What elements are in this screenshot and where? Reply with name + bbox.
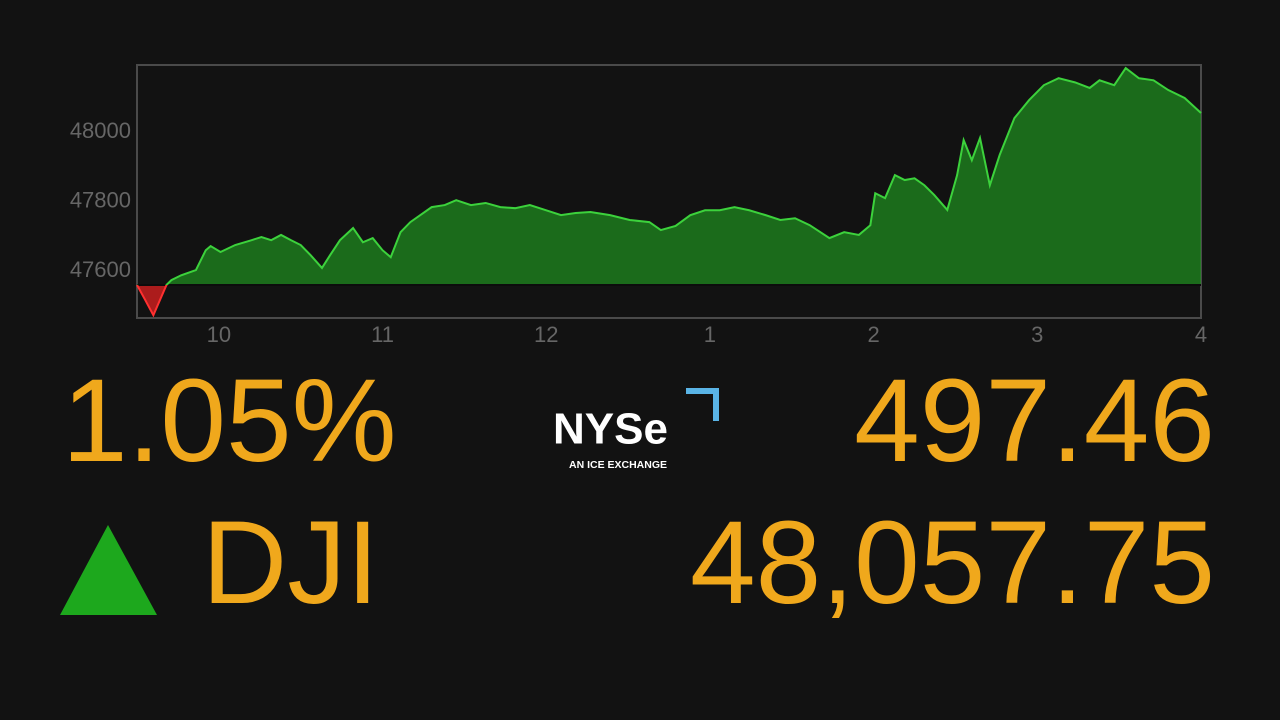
x-tick-label: 4	[1195, 322, 1207, 347]
x-tick-label: 10	[207, 322, 231, 347]
line-up	[137, 66, 1202, 285]
price: 48,057.75	[690, 497, 1215, 629]
logo-tagline: AN ICE EXCHANGE	[569, 459, 667, 471]
x-tick-label: 11	[371, 322, 394, 347]
logo-corner	[686, 388, 719, 421]
x-tick-label: 2	[867, 322, 879, 347]
x-tick-label: 1	[704, 322, 716, 347]
y-tick-label: 47800	[70, 187, 131, 212]
area-fill-up	[166, 68, 1201, 285]
percent-change: 1.05%	[62, 355, 397, 487]
y-tick-label: 48000	[70, 118, 131, 143]
point-change: 497.46	[854, 355, 1215, 487]
x-tick-label: 3	[1031, 322, 1043, 347]
symbol: DJI	[202, 497, 379, 629]
x-tick-label: 12	[534, 322, 558, 347]
logo-name: NYSe	[553, 405, 668, 454]
y-tick-label: 47600	[70, 257, 131, 282]
up-arrow	[60, 525, 157, 615]
nyse-logo: NYSe AN ICE EXCHANGE	[553, 388, 719, 471]
